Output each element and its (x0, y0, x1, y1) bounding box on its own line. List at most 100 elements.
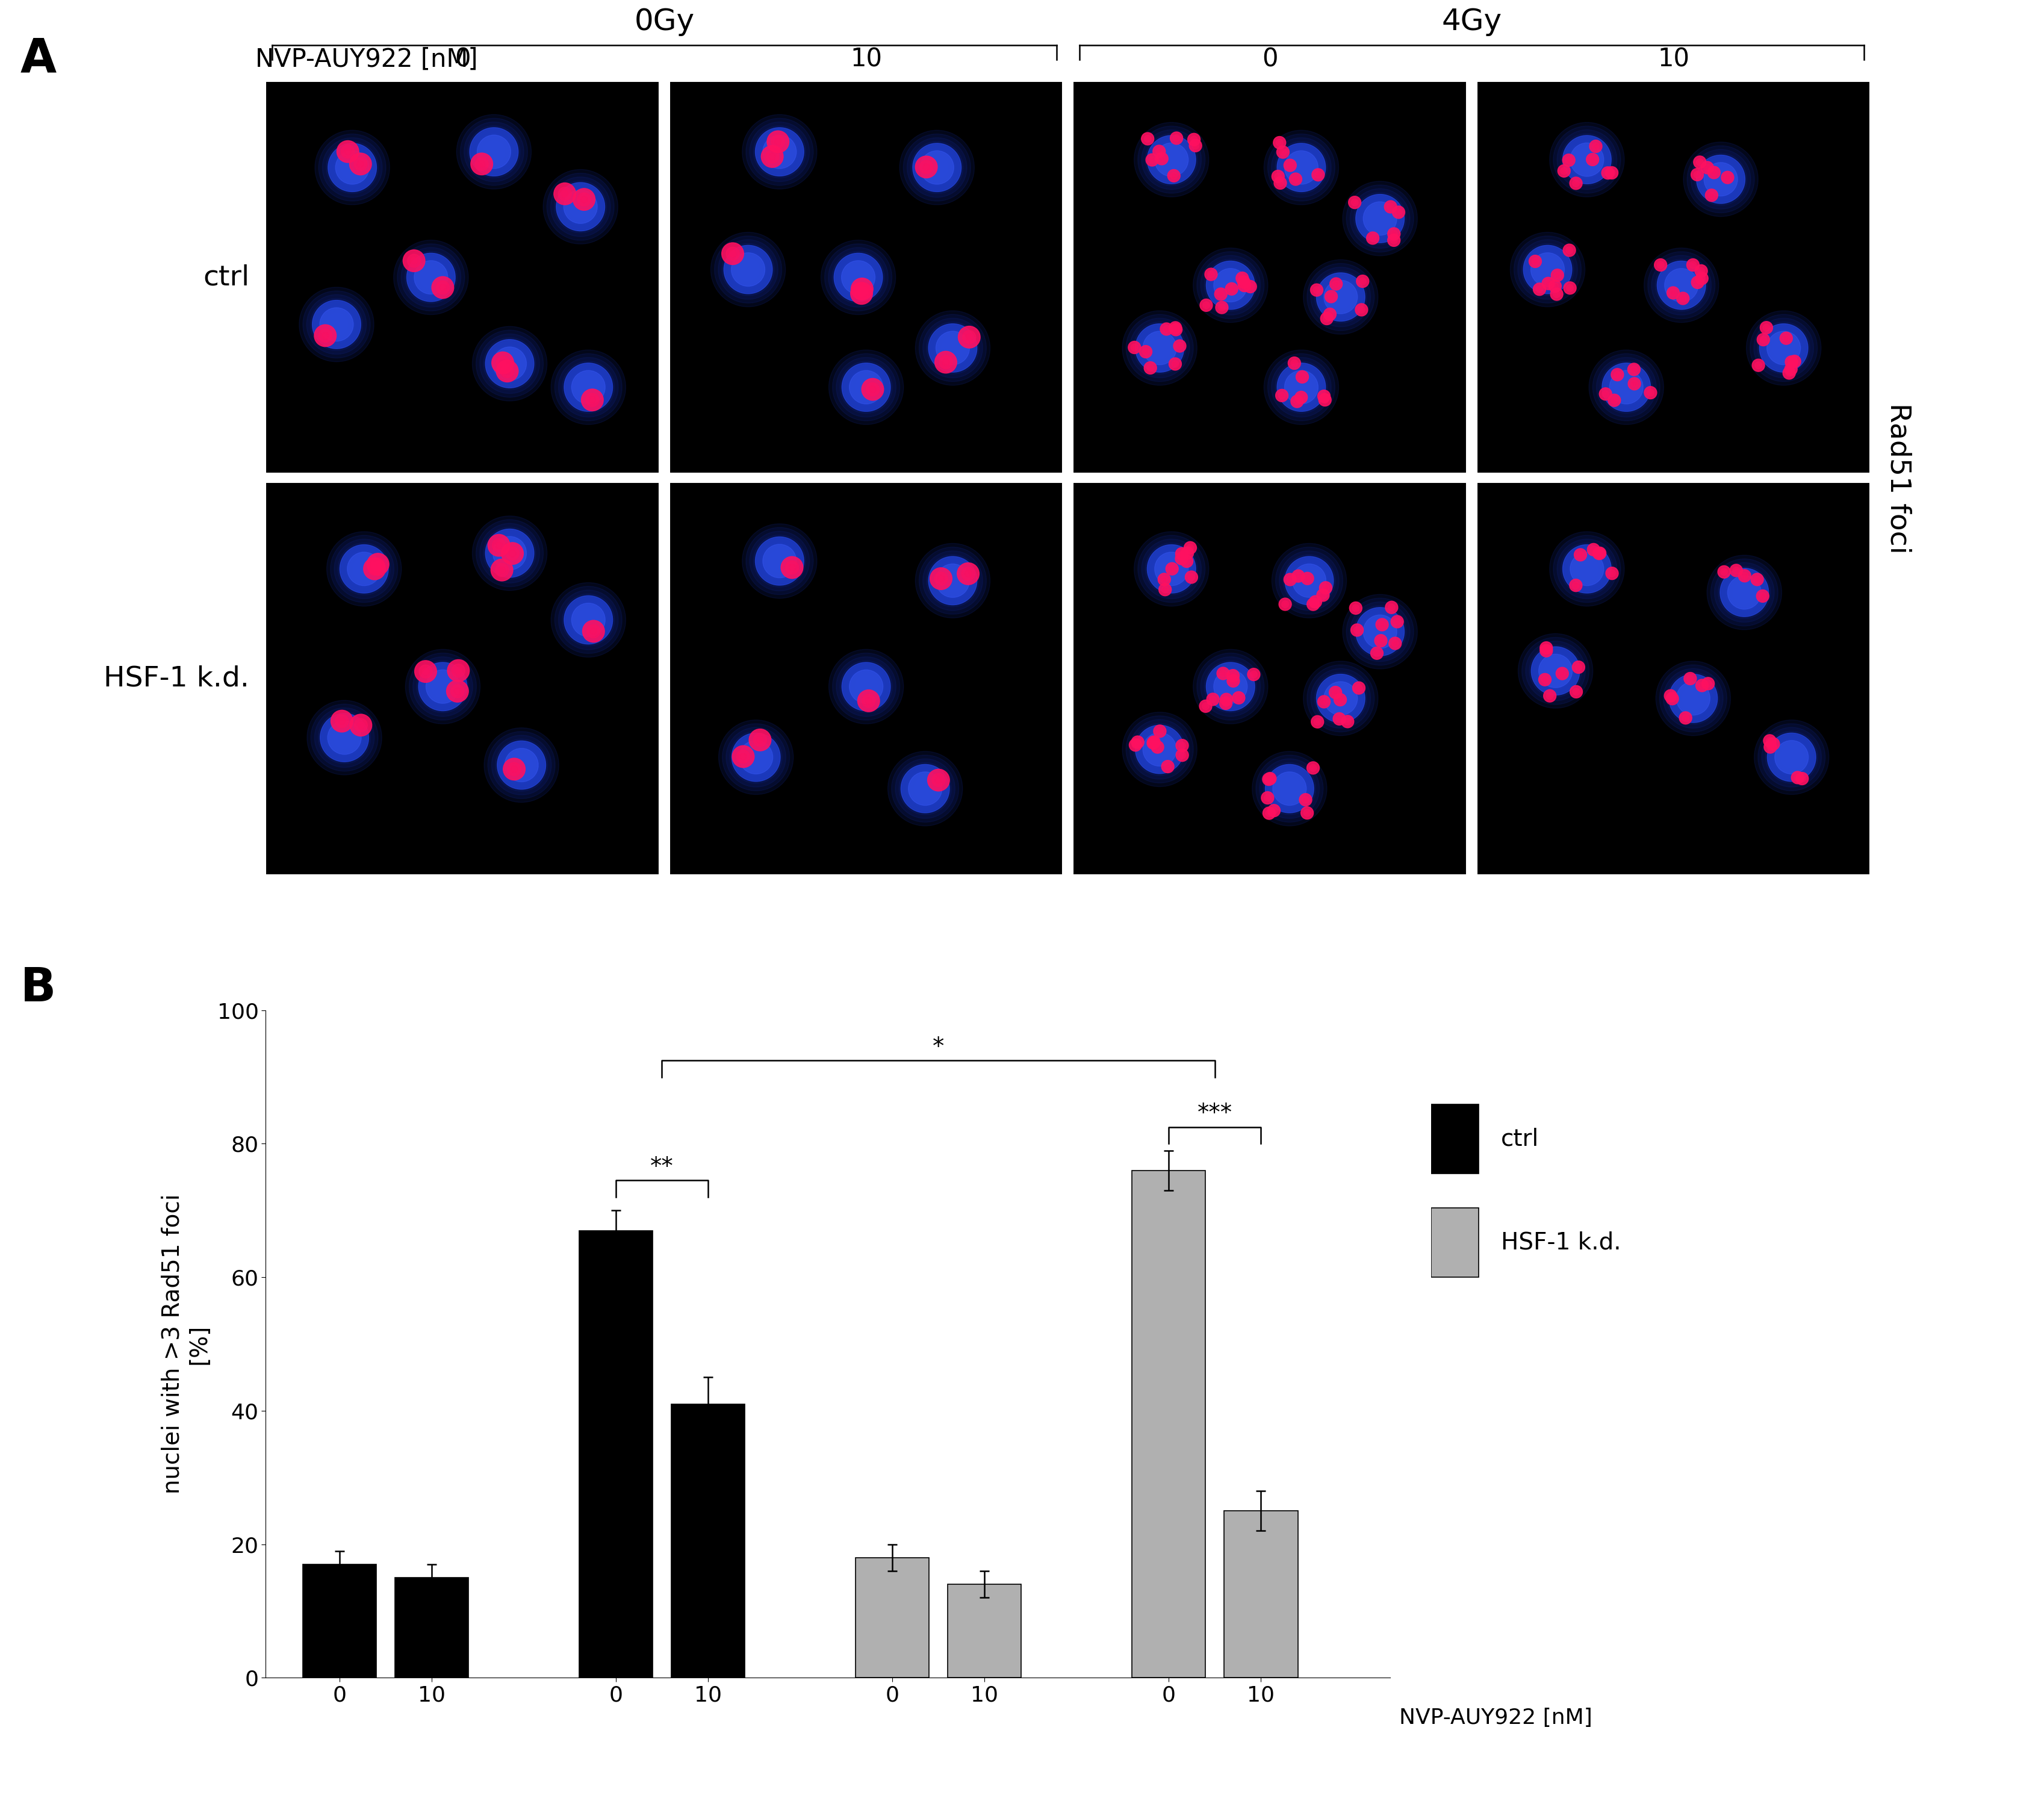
Circle shape (1570, 686, 1582, 698)
Circle shape (1200, 700, 1212, 713)
Circle shape (1300, 806, 1314, 819)
Text: HSF-1 k.d.: HSF-1 k.d. (104, 666, 249, 693)
Circle shape (1345, 718, 1351, 725)
Circle shape (484, 337, 536, 390)
Circle shape (319, 328, 331, 343)
Circle shape (1596, 357, 1656, 417)
Circle shape (1278, 391, 1286, 399)
Circle shape (1275, 141, 1327, 193)
Circle shape (848, 667, 885, 705)
Circle shape (562, 361, 615, 413)
Circle shape (489, 534, 509, 556)
Circle shape (1329, 312, 1331, 316)
Circle shape (303, 290, 370, 357)
Circle shape (1194, 649, 1267, 723)
Circle shape (1756, 577, 1758, 581)
Circle shape (1198, 253, 1263, 319)
Circle shape (748, 729, 771, 750)
Circle shape (1296, 400, 1298, 402)
Circle shape (842, 662, 891, 711)
Circle shape (1175, 749, 1188, 761)
Circle shape (1374, 649, 1380, 657)
Circle shape (1694, 155, 1707, 168)
Circle shape (899, 130, 975, 206)
Circle shape (1760, 323, 1809, 372)
Circle shape (1574, 182, 1578, 184)
Circle shape (1163, 577, 1165, 581)
Circle shape (1155, 552, 1188, 586)
Circle shape (1204, 660, 1257, 713)
Circle shape (1183, 550, 1192, 556)
Circle shape (1758, 321, 1809, 373)
Circle shape (1609, 170, 1615, 177)
Circle shape (583, 621, 605, 642)
Circle shape (1735, 568, 1737, 572)
Circle shape (1224, 698, 1228, 702)
Circle shape (1388, 637, 1402, 649)
Circle shape (552, 583, 625, 657)
Circle shape (1288, 577, 1292, 581)
Circle shape (1558, 539, 1617, 599)
Circle shape (1697, 155, 1746, 204)
Circle shape (1271, 808, 1275, 812)
Circle shape (1690, 262, 1697, 269)
Circle shape (822, 240, 895, 314)
Circle shape (1290, 173, 1302, 186)
Circle shape (350, 153, 372, 175)
Circle shape (1588, 543, 1600, 556)
Circle shape (1376, 651, 1378, 655)
Circle shape (544, 170, 617, 244)
Circle shape (1155, 152, 1167, 164)
Circle shape (341, 144, 354, 159)
Bar (303, 1564, 376, 1678)
Circle shape (405, 251, 458, 303)
Circle shape (1396, 621, 1398, 622)
Circle shape (1134, 743, 1136, 747)
Circle shape (1576, 664, 1582, 671)
Circle shape (926, 321, 979, 373)
Circle shape (1703, 676, 1715, 689)
Circle shape (1263, 763, 1316, 815)
Circle shape (1167, 765, 1169, 769)
Circle shape (938, 355, 953, 368)
Circle shape (1592, 354, 1660, 420)
Circle shape (1147, 736, 1159, 749)
Circle shape (908, 137, 967, 197)
Circle shape (1547, 695, 1551, 698)
Circle shape (1151, 740, 1157, 747)
Circle shape (717, 240, 779, 299)
Circle shape (1372, 236, 1374, 240)
Circle shape (564, 363, 613, 411)
Circle shape (1245, 280, 1257, 292)
Circle shape (736, 750, 750, 763)
Circle shape (1212, 267, 1249, 303)
Circle shape (1126, 716, 1194, 783)
Circle shape (1353, 626, 1361, 633)
Circle shape (1668, 695, 1676, 702)
Circle shape (417, 262, 446, 292)
Circle shape (1562, 543, 1613, 595)
Polygon shape (1476, 483, 1870, 875)
Circle shape (1378, 621, 1386, 628)
Circle shape (914, 144, 959, 189)
Circle shape (439, 285, 446, 290)
Circle shape (1310, 267, 1372, 327)
Circle shape (922, 550, 983, 610)
Circle shape (1357, 610, 1402, 655)
Circle shape (1320, 594, 1325, 597)
Circle shape (1329, 296, 1333, 298)
Circle shape (333, 539, 394, 599)
Circle shape (934, 572, 948, 584)
Circle shape (1314, 271, 1367, 323)
Circle shape (1147, 135, 1196, 184)
Circle shape (963, 330, 975, 345)
Circle shape (1263, 806, 1275, 819)
Circle shape (1177, 550, 1186, 557)
Circle shape (1134, 323, 1183, 372)
Circle shape (1797, 776, 1799, 779)
Circle shape (550, 177, 611, 236)
Circle shape (1331, 278, 1343, 290)
Circle shape (1333, 713, 1345, 725)
Circle shape (920, 547, 987, 613)
Circle shape (1541, 657, 1570, 686)
